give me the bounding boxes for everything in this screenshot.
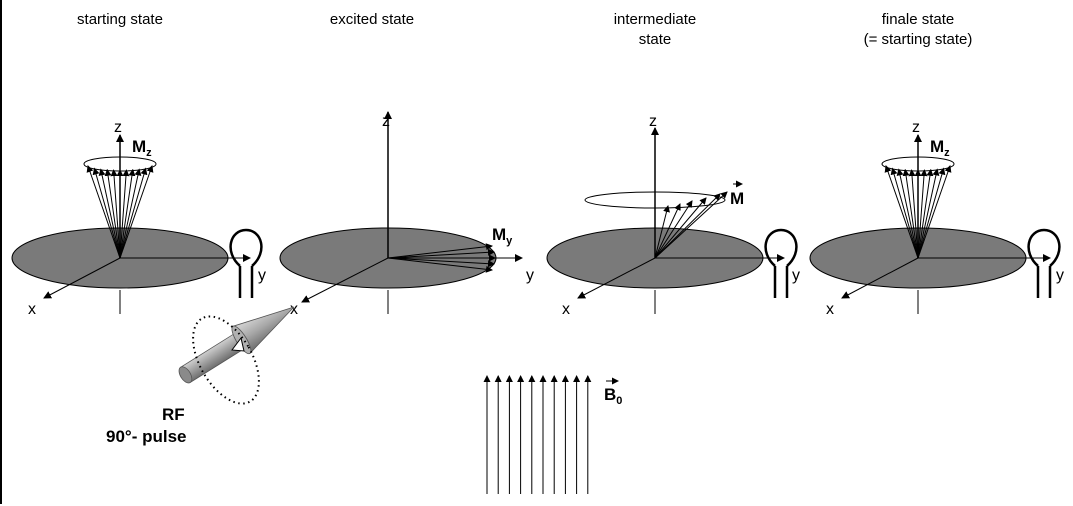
b0-field-lines (483, 375, 592, 494)
mz-label: Mz (132, 137, 152, 159)
x-axis-arrow (301, 257, 389, 303)
y-axis-label: y (526, 267, 534, 284)
title-intermediate-line2: state (639, 31, 672, 48)
mz-label: Mz (930, 137, 950, 159)
title-starting-state: starting state (77, 11, 163, 28)
coil-loop (229, 228, 263, 267)
y-axis-label: y (258, 267, 266, 284)
x-axis-label: x (28, 301, 36, 318)
b0-label: B0 (604, 385, 622, 407)
spin-arrow (917, 168, 934, 259)
x-axis-label: x (562, 301, 570, 318)
precession-cone (881, 156, 955, 259)
spin-arrow (119, 168, 136, 259)
receiver-coil (229, 228, 263, 298)
pulse-label: 90°- pulse (106, 427, 187, 446)
spin-arrow (896, 168, 919, 259)
rf-field-direction-arrow (231, 336, 245, 352)
z-axis-label: z (114, 119, 122, 136)
spin-arrow (908, 169, 919, 259)
coil-loop (1027, 228, 1061, 267)
spin-arrow (119, 168, 142, 259)
spin-arrow (917, 169, 928, 259)
rf-shaft-end (178, 366, 193, 384)
spin-arrow (119, 169, 130, 259)
x-axis-arrow (43, 257, 121, 299)
y-axis-label: y (1056, 267, 1064, 284)
transverse-magnetization-arrows (387, 243, 496, 273)
z-axis-label: z (649, 113, 657, 130)
title-excited-state: excited state (330, 11, 414, 28)
spin-arrow (884, 165, 919, 259)
rf-field-loop (192, 315, 260, 405)
spin-arrow (92, 167, 121, 259)
precession-cone (83, 156, 157, 259)
spin-arrow (104, 168, 121, 259)
y-axis-label: y (792, 267, 800, 284)
panel-starting-state: z y x Mz (11, 119, 266, 318)
spin-arrow (917, 168, 940, 259)
title-finale-line2: (= starting state) (864, 31, 973, 48)
spin-arrow (917, 165, 952, 259)
receiver-coil (764, 228, 798, 298)
spin-arrow (110, 169, 121, 259)
rf-pulse-transmitter: RF 90°- pulse (106, 306, 295, 446)
title-finale-line1: finale state (882, 11, 955, 28)
dephasing-arrows (654, 191, 728, 259)
m-label: M (730, 189, 744, 208)
title-intermediate-line1: intermediate (614, 11, 697, 28)
panel-intermediate-state: z y x M (546, 113, 800, 318)
z-axis-label: z (912, 119, 920, 136)
spin-arrow (119, 167, 148, 259)
x-axis-arrow (841, 257, 919, 299)
panel-excited-state: z y x My (279, 111, 534, 318)
b0-field: B0 (483, 375, 622, 494)
spin-arrow (98, 168, 121, 259)
precession-orbit (584, 191, 726, 209)
x-axis-label: x (826, 301, 834, 318)
x-axis-label: x (290, 301, 298, 318)
spin-arrow (917, 167, 946, 259)
receiver-coil (1027, 228, 1061, 298)
spin-arrow (119, 165, 154, 259)
spin-arrow (890, 167, 919, 259)
spin-arrow (902, 168, 919, 259)
panel-finale-state: z y x Mz (809, 119, 1064, 318)
x-axis-arrow (577, 257, 656, 299)
z-axis-label: z (382, 113, 390, 130)
rf-label: RF (162, 405, 185, 424)
spin-arrow (86, 165, 121, 259)
my-label: My (492, 225, 513, 247)
coil-loop (764, 228, 798, 267)
